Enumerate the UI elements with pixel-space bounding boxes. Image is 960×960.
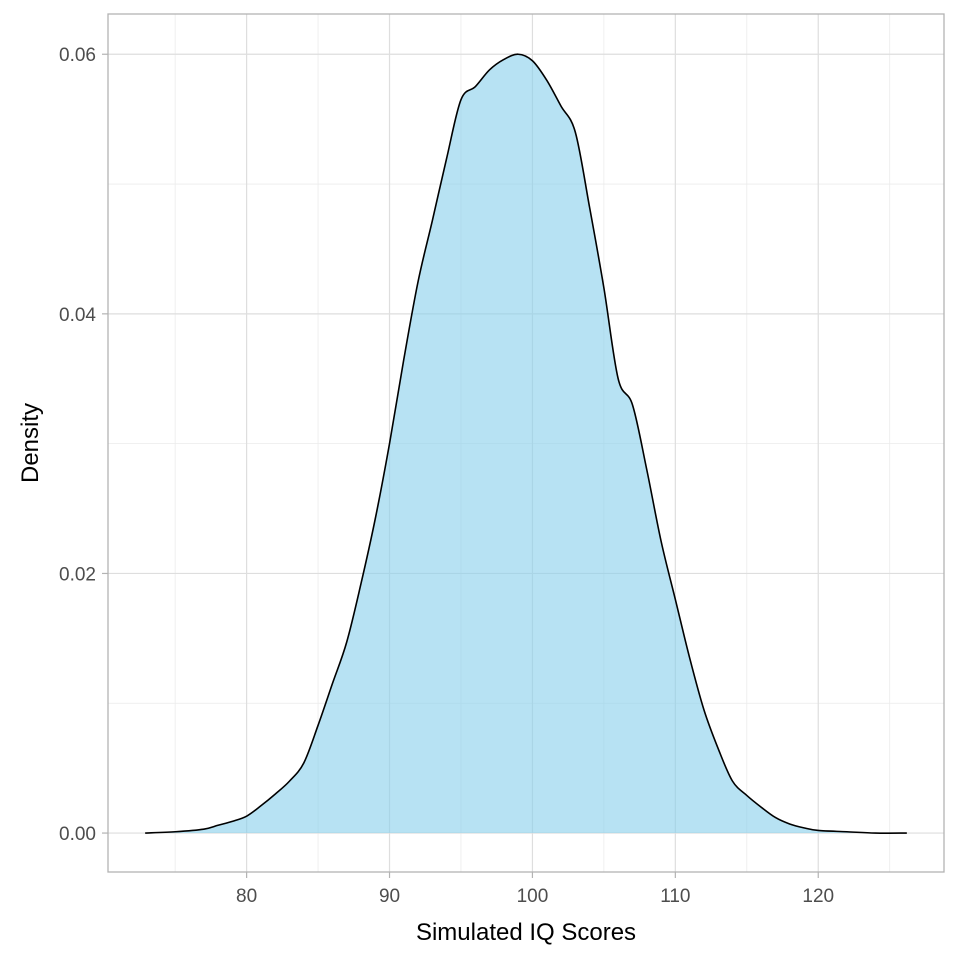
x-tick-label: 110 bbox=[660, 886, 690, 907]
x-tick-label: 120 bbox=[802, 886, 834, 907]
x-axis-title: Simulated IQ Scores bbox=[416, 919, 636, 946]
x-tick-label: 90 bbox=[379, 886, 400, 907]
y-axis-ticks: 0.00 0.02 0.04 0.06 bbox=[59, 45, 108, 845]
density-area bbox=[145, 54, 907, 834]
x-tick-label: 100 bbox=[517, 886, 549, 907]
y-tick-label: 0.00 bbox=[59, 824, 96, 845]
y-tick-label: 0.04 bbox=[59, 305, 96, 326]
plot-border bbox=[107, 13, 945, 873]
y-tick-label: 0.02 bbox=[59, 564, 96, 585]
y-axis-title: Density bbox=[17, 403, 44, 483]
x-tick-label: 80 bbox=[236, 886, 257, 907]
y-tick-label: 0.06 bbox=[59, 45, 96, 66]
x-axis-ticks: 80 90 100 110 120 bbox=[236, 872, 834, 907]
density-line bbox=[145, 53, 907, 834]
